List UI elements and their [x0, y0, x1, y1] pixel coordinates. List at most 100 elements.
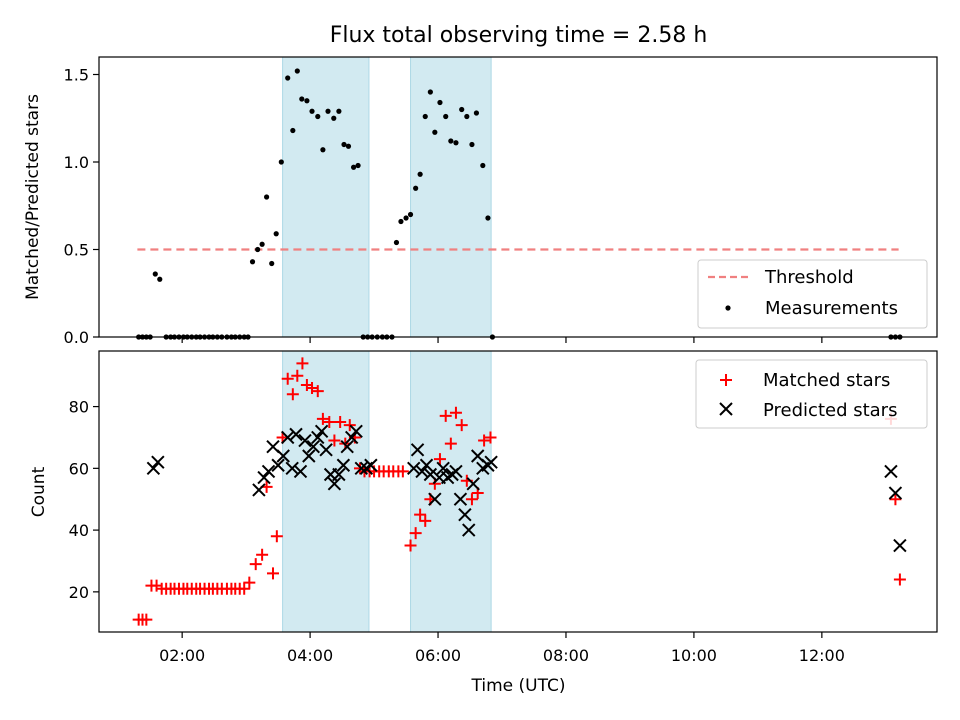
- x-tick-label: 08:00: [543, 646, 589, 665]
- matched-star-point: [281, 372, 294, 385]
- predicted-star-point: [314, 424, 329, 438]
- y-tick-label: 1.5: [64, 66, 89, 85]
- matched-star-point: [286, 388, 299, 401]
- measurement-point: [255, 246, 261, 253]
- measurement-point: [355, 162, 361, 169]
- measurement-point: [264, 194, 270, 200]
- measurement-point: [290, 127, 296, 134]
- matched-star-point: [449, 406, 462, 419]
- matched-star-point: [249, 558, 262, 571]
- x-tick-label: 02:00: [159, 646, 205, 665]
- x-tick-label: 06:00: [415, 646, 461, 665]
- measurement-point: [469, 141, 475, 148]
- predicted-star-point: [888, 486, 903, 500]
- measurement-point: [341, 141, 347, 148]
- predicted-star-point: [415, 464, 429, 479]
- x-tick-label: 04:00: [287, 646, 333, 665]
- matched-star-point: [455, 419, 468, 432]
- measurement-point: [336, 108, 342, 114]
- predicted-star-point: [884, 464, 898, 479]
- legend-matched-swatch: [720, 374, 732, 386]
- count-legend: Matched stars Predicted stars: [695, 359, 928, 429]
- predicted-star-point: [453, 492, 468, 506]
- predicted-star-point: [354, 461, 368, 476]
- matched-star-point: [409, 527, 422, 540]
- predicted-star-point: [327, 477, 342, 491]
- measurement-point: [269, 260, 275, 267]
- predicted-star-point: [146, 461, 161, 476]
- predicted-star-point: [271, 458, 285, 472]
- predicted-star-point: [349, 424, 363, 438]
- measurement-point: [299, 96, 305, 102]
- predicted-star-point: [302, 449, 316, 463]
- chart-title: Flux total observing time = 2.58 h: [330, 23, 708, 48]
- matched-star-point: [291, 369, 304, 382]
- measurement-point: [473, 110, 480, 116]
- measurement-point: [285, 75, 291, 81]
- matched-star-point: [444, 437, 457, 450]
- matched-star-point: [439, 409, 452, 422]
- matched-star-point: [893, 573, 906, 586]
- predicted-star-point: [484, 455, 498, 469]
- matched-star-point: [419, 514, 432, 527]
- measurement-point: [350, 164, 357, 170]
- matched-star-point: [270, 530, 283, 543]
- predicted-star-point: [306, 440, 321, 454]
- x-tick-label: 12:00: [799, 646, 845, 665]
- measurement-point: [448, 138, 454, 144]
- measurement-point: [403, 215, 409, 221]
- predicted-star-point: [289, 427, 303, 442]
- measurement-point: [417, 171, 423, 177]
- matched-star-point: [256, 548, 269, 561]
- matched-star-point: [433, 453, 446, 466]
- predicted-star-point: [151, 455, 165, 469]
- observing-interval-shade: [410, 56, 492, 338]
- matched-star-point: [328, 434, 341, 447]
- matched-star-point: [238, 582, 251, 595]
- measurement-point: [485, 215, 491, 221]
- matched-star-point: [404, 539, 417, 552]
- measurement-point: [273, 231, 279, 237]
- matched-star-point: [343, 419, 356, 432]
- predicted-star-point: [281, 430, 295, 445]
- predicted-star-point: [257, 470, 271, 485]
- y-tick-label: 60: [69, 459, 89, 478]
- measurement-point: [331, 115, 337, 121]
- measurement-point: [315, 113, 321, 120]
- ratio-panel-frame: [98, 56, 938, 338]
- matched-star-point: [334, 416, 347, 429]
- measurement-point: [345, 143, 352, 149]
- predicted-star-point: [436, 461, 450, 476]
- predicted-star-point: [319, 443, 333, 457]
- predicted-star-point: [332, 467, 346, 482]
- measurement-point: [393, 239, 400, 246]
- legend-measurements-label: Measurements: [765, 298, 898, 319]
- measurement-point: [422, 113, 428, 120]
- matched-star-point: [266, 567, 279, 580]
- measurement-point: [413, 185, 419, 191]
- measurement-point: [309, 108, 315, 114]
- y-tick-label: 1.0: [64, 153, 89, 172]
- measurement-point: [152, 271, 158, 277]
- count-y-axis-label: Count: [29, 466, 49, 517]
- matched-star-point: [465, 493, 478, 506]
- observing-interval-shade: [282, 350, 370, 633]
- x-axis-label: Time (UTC): [471, 676, 566, 696]
- predicted-star-point: [285, 461, 299, 476]
- measurement-point: [294, 68, 300, 74]
- y-tick-label: 80: [69, 398, 89, 417]
- y-tick-label: 40: [69, 521, 89, 540]
- measurement-point: [480, 162, 486, 169]
- matched-star-point: [311, 385, 324, 398]
- predicted-star-point: [449, 464, 463, 479]
- y-tick-label: 20: [69, 583, 89, 602]
- matched-star-point: [243, 576, 256, 589]
- predicted-star-point: [466, 477, 480, 491]
- measurement-point: [249, 259, 256, 265]
- predicted-star-point: [261, 464, 276, 479]
- x-tick-label: 10:00: [671, 646, 717, 665]
- measurement-point: [320, 147, 326, 153]
- predicted-star-point: [344, 430, 359, 445]
- y-tick-label: 0.0: [64, 328, 89, 347]
